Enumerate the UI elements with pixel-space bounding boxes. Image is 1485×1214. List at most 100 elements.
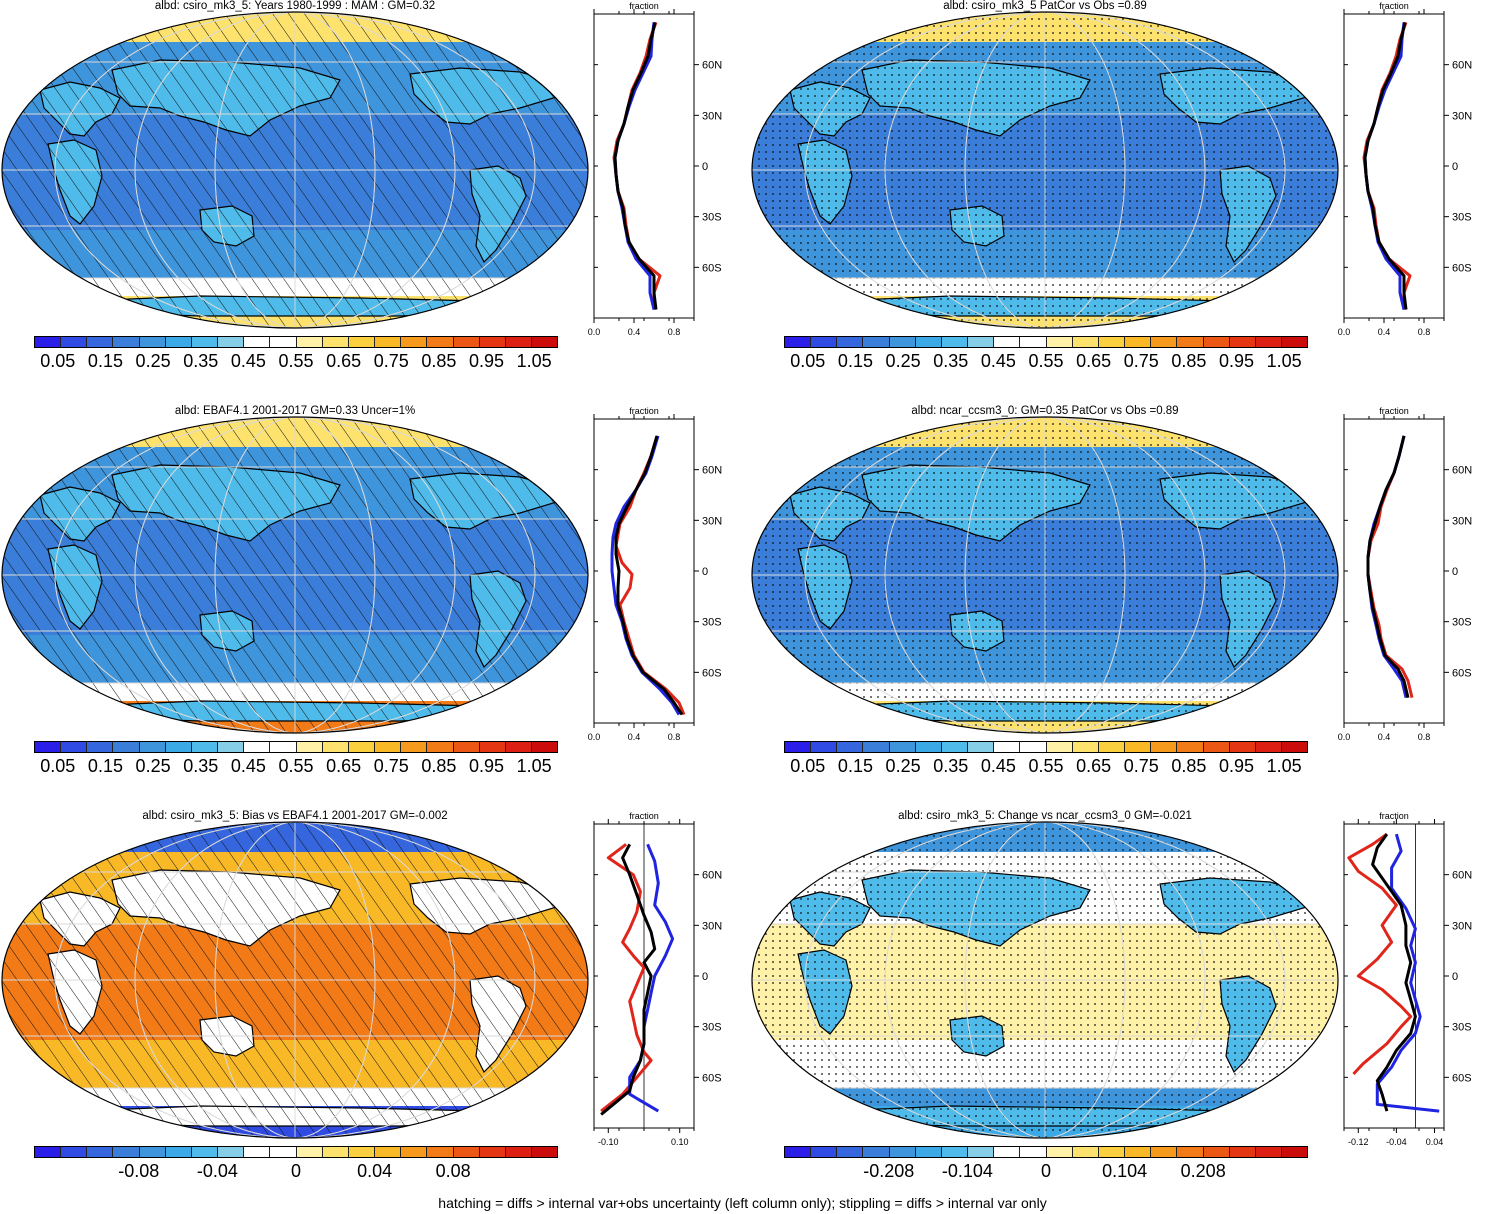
continent-outline [540,36,586,66]
colorbar-swatch [1151,337,1177,347]
zonal-mean-line [601,844,655,1114]
colorbar-label: 0.05 [790,351,825,372]
colorbar-swatch [811,742,837,752]
colorbar-swatch [349,1147,375,1157]
colorbar-swatch [1020,337,1046,347]
colorbar-label: 0.15 [838,351,873,372]
zonal-mean-line [1349,834,1411,1074]
colorbar-swatch [323,337,349,347]
colorbar-label: 1.05 [517,756,552,777]
colorbar-label: -0.208 [863,1161,914,1182]
colorbar-label: 0.55 [1028,756,1063,777]
colorbar-label: 0.35 [933,351,968,372]
colorbar-swatch [506,1147,532,1157]
colorbar-swatch [401,742,427,752]
zonal-y-tick-label: 30S [1452,617,1472,629]
colorbar-label: 0.208 [1181,1161,1226,1182]
zonal-x-tick-label: 0.8 [1418,327,1431,337]
colorbar-swatch [863,337,889,347]
colorbar-swatch [297,337,323,347]
zonal-x-tick-label: 0.4 [628,327,641,337]
colorbar-label: 0.25 [136,351,171,372]
colorbar-swatch [140,337,166,347]
zonal-y-tick-label: 0 [1452,161,1458,173]
colorbar-swatch [942,742,968,752]
colorbar-label: -0.08 [118,1161,159,1182]
zonal-y-tick-label: 60S [702,1072,722,1084]
colorbar-swatch [375,1147,401,1157]
zonal-x-tick-label: 0.8 [668,732,681,742]
colorbar-swatch [1230,1147,1256,1157]
colorbar-swatch [1099,337,1125,347]
colorbar [34,741,558,753]
colorbar-swatch [349,742,375,752]
colorbar-swatch [349,337,375,347]
colorbar-swatch [1073,337,1099,347]
zonal-y-tick-label: 30S [702,1022,722,1034]
zonal-mean-line [616,436,684,715]
continent-outline [540,441,586,471]
colorbar-swatch [1282,742,1307,752]
colorbar-swatch [87,1147,113,1157]
colorbar-label: 0.95 [1219,756,1254,777]
colorbar-swatch [811,337,837,347]
colorbar-swatch [113,1147,139,1157]
world-map [0,415,590,737]
zonal-y-tick-label: 0 [702,971,708,983]
colorbar-swatch [1282,1147,1307,1157]
colorbar-swatch [863,742,889,752]
colorbar-swatch [166,337,192,347]
zonal-x-tick-label: 0.04 [1426,1137,1444,1147]
colorbar-label: 0.35 [183,756,218,777]
zonal-y-tick-label: 0 [1452,971,1458,983]
colorbar-swatch [890,337,916,347]
colorbar-swatch [1204,337,1230,347]
zonal-x-tick-label: -0.10 [598,1137,619,1147]
colorbar-swatch [968,742,994,752]
colorbar-label: 0.85 [1171,756,1206,777]
zonal-y-tick-label: 60S [702,262,722,274]
colorbar-label: 0 [1041,1161,1051,1182]
colorbar-swatch [1177,337,1203,347]
colorbar-label: 0.08 [436,1161,471,1182]
continent-outline [1290,846,1336,876]
colorbar-label: 0.05 [40,351,75,372]
colorbar-swatch [916,1147,942,1157]
zonal-mean-line [1368,436,1408,698]
zonal-y-tick-label: 0 [702,566,708,578]
colorbar-swatch [994,337,1020,347]
colorbar-swatch [1047,1147,1073,1157]
zonal-y-tick-label: 60S [1452,667,1472,679]
colorbar-label: 0.15 [838,756,873,777]
colorbar-swatch [1256,1147,1282,1157]
colorbar-swatch [375,742,401,752]
colorbar-label: 0.05 [790,756,825,777]
zonal-x-tick-label: 0.4 [628,732,641,742]
colorbar-swatch [1256,742,1282,752]
colorbar-swatch [427,742,453,752]
colorbar-label: 1.05 [1267,756,1302,777]
colorbar-swatch [192,742,218,752]
colorbar-swatch [916,742,942,752]
zonal-x-tick-label: 0.8 [1418,732,1431,742]
world-map [750,415,1340,737]
colorbar-swatch [837,742,863,752]
zonal-x-tick-label: 0.0 [588,327,601,337]
colorbar-label: 0.15 [88,756,123,777]
zonal-y-tick-label: 60N [1452,60,1472,72]
colorbar-swatch [113,337,139,347]
colorbar-swatch [968,1147,994,1157]
zonal-y-tick-label: 60N [702,870,722,882]
zonal-y-tick-label: 60S [1452,262,1472,274]
colorbar-swatch [427,337,453,347]
zonal-plot-title: fraction [1379,811,1409,821]
colorbar-swatch [140,1147,166,1157]
colorbar-swatch [87,742,113,752]
colorbar-label: 0.04 [357,1161,392,1182]
zonal-x-tick-label: -0.04 [1386,1137,1407,1147]
colorbar-swatch [1099,742,1125,752]
colorbar-swatch [994,1147,1020,1157]
colorbar-label: 0.85 [421,351,456,372]
colorbar-label: 0.45 [231,756,266,777]
